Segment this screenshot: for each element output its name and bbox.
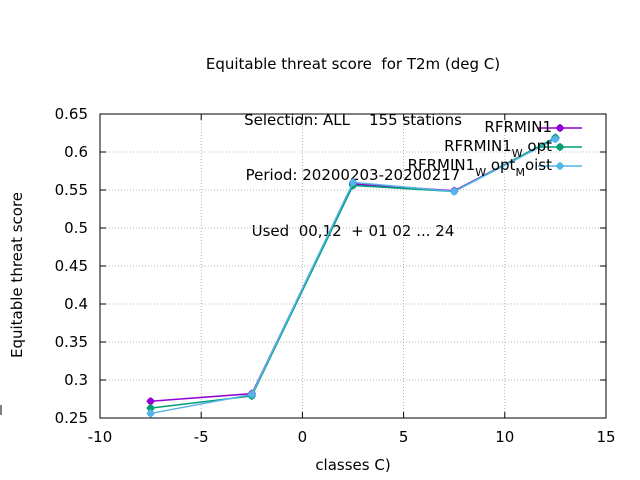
legend-label-1: RFRMIN1 — [484, 118, 552, 136]
x-tick-label: 15 — [596, 428, 615, 446]
y-tick-label: 0.65 — [55, 105, 88, 123]
title-line-1: Equitable threat score for T2m (deg C) — [205, 55, 501, 73]
grid-lines — [100, 114, 606, 418]
title-line-3: Period: 20200203-20200217 — [245, 166, 461, 184]
x-axis-label: classes C) — [315, 456, 391, 474]
y-axis-label: Equitable threat score — [8, 191, 26, 358]
series-1 — [146, 134, 560, 406]
y-tick-label: 0.4 — [64, 295, 88, 313]
data-series — [146, 133, 560, 418]
y-tick-label: 0.5 — [64, 219, 88, 237]
chart-title: Equitable threat score for T2m (deg C) S… — [100, 18, 606, 259]
series-1-line — [150, 137, 556, 403]
x-tick-label: -10 — [88, 428, 113, 446]
series-2 — [146, 133, 560, 413]
x-tick-label: 10 — [495, 428, 514, 446]
y-tick-label: 0.35 — [55, 333, 88, 351]
y-tick-label: 0.3 — [64, 371, 88, 389]
title-line-2: Selection: ALL 155 stations — [244, 110, 462, 129]
x-tick-label: 5 — [399, 428, 409, 446]
y-tick-label: 0.25 — [55, 409, 88, 427]
y-tick-label: 0.6 — [64, 143, 88, 161]
y-tick-label: 0.45 — [55, 257, 88, 275]
axis-ticks: 0.25 0.3 0.35 0.4 0.45 0.5 0.55 0.6 0.65 -10 -5 0 5 1… — [55, 105, 616, 446]
legend-samples — [538, 124, 582, 170]
series-3 — [146, 135, 560, 418]
legend-label-2: RFRMIN1W opt — [444, 137, 552, 160]
title-line-4: Used 00,12 + 01 02 ... 24 — [251, 221, 455, 240]
series-2-line — [150, 136, 556, 409]
x-tick-label: -5 — [194, 428, 209, 446]
legend-label-3: RFRMIN1W optMoist — [407, 156, 552, 179]
x-tick-label: 0 — [298, 428, 308, 446]
y-tick-label: 0.55 — [55, 181, 88, 199]
